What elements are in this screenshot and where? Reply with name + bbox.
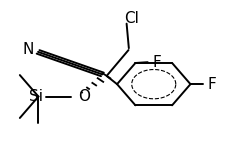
Text: Cl: Cl	[124, 12, 139, 26]
Text: O: O	[78, 89, 90, 104]
Text: F: F	[152, 55, 161, 70]
Text: F: F	[207, 77, 216, 92]
Text: N: N	[23, 42, 34, 57]
Text: Si: Si	[29, 89, 43, 104]
